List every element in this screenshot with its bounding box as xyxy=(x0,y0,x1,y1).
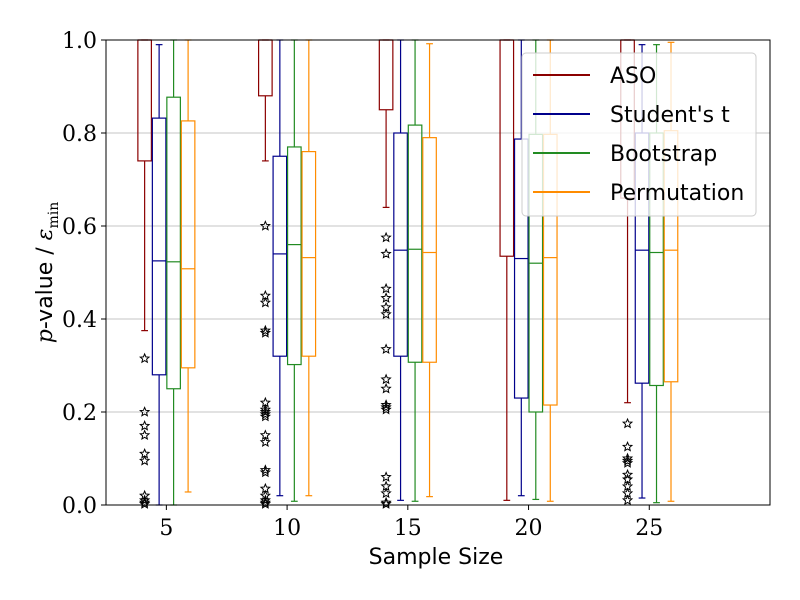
box-plot xyxy=(286,39,302,502)
outlier-point xyxy=(380,403,392,415)
outlier-point xyxy=(259,464,271,475)
box-plot xyxy=(513,39,529,497)
outlier-point xyxy=(380,382,392,394)
y-axis-label-subscript: min xyxy=(46,202,62,229)
y-tick-label: 0.2 xyxy=(62,401,97,426)
x-tick-label: 20 xyxy=(515,516,543,541)
outlier-point xyxy=(380,399,392,410)
outlier-point xyxy=(259,296,271,308)
outlier-point xyxy=(139,454,151,466)
outlier-point xyxy=(621,417,634,429)
outlier-point xyxy=(380,282,392,294)
y-axis-label-p: p xyxy=(33,329,58,343)
outlier-point xyxy=(380,292,392,303)
box xyxy=(301,151,317,357)
outlier-point xyxy=(380,247,392,259)
box xyxy=(286,146,302,366)
outlier-point xyxy=(621,452,634,464)
outlier-point xyxy=(259,327,271,338)
box xyxy=(151,117,167,376)
x-axis-label: Sample Size xyxy=(369,545,504,570)
y-axis-ticks: 0.0 0.2 0.4 0.6 0.8 1.0 xyxy=(62,29,106,519)
outlier-point xyxy=(259,436,271,448)
outlier-point xyxy=(380,373,392,385)
box-plot xyxy=(407,39,423,502)
box xyxy=(393,132,408,357)
outlier-point xyxy=(380,487,392,499)
y-tick-label: 0.0 xyxy=(62,494,97,519)
outlier-point xyxy=(621,454,634,466)
outlier-point xyxy=(259,324,271,336)
outlier-point xyxy=(621,494,634,506)
outlier-point xyxy=(380,308,392,320)
box-plot xyxy=(378,39,394,509)
box xyxy=(166,96,181,390)
outlier-point xyxy=(380,471,392,482)
series-1 xyxy=(151,39,650,506)
box-plot xyxy=(422,43,437,498)
x-tick-label: 10 xyxy=(273,516,301,541)
box-plot xyxy=(272,39,288,497)
x-tick-label: 25 xyxy=(635,516,663,541)
y-axis-label-text: -value / xyxy=(33,240,58,329)
outlier-point xyxy=(380,231,392,243)
outlier-point xyxy=(139,406,151,417)
outlier-point xyxy=(259,408,271,420)
box-plot xyxy=(301,39,317,497)
legend-label: Permutation xyxy=(610,181,744,206)
outlier-point xyxy=(621,440,634,452)
x-tick-label: 15 xyxy=(394,516,422,541)
box xyxy=(422,137,437,363)
x-axis-ticks: 5 10 15 20 25 xyxy=(159,505,663,541)
plot-frame xyxy=(105,39,771,506)
legend-label: Bootstrap xyxy=(610,142,717,167)
y-tick-label: 0.6 xyxy=(62,215,97,240)
outlier-point xyxy=(139,494,151,506)
y-tick-label: 0.4 xyxy=(62,308,97,333)
box xyxy=(513,138,529,399)
legend-frame xyxy=(521,52,757,217)
outlier-point xyxy=(139,420,151,431)
box-plot xyxy=(180,39,196,493)
legend-label: Student's t xyxy=(610,103,730,128)
y-tick-label: 1.0 xyxy=(62,29,97,54)
legend-label: ASO xyxy=(610,64,656,89)
outlier-point xyxy=(139,498,151,509)
outlier-point xyxy=(259,406,271,417)
box xyxy=(180,120,196,369)
outlier-point xyxy=(139,352,151,364)
y-axis-label-epsilon: ε xyxy=(33,229,58,241)
outlier-point xyxy=(259,494,271,506)
outlier-point xyxy=(380,343,392,355)
outlier-point xyxy=(259,498,271,509)
outlier-point xyxy=(380,498,392,509)
box-plot xyxy=(393,39,408,501)
box-plot xyxy=(151,44,167,506)
outlier-point xyxy=(380,401,392,413)
x-tick-label: 5 xyxy=(159,516,173,541)
y-axis-label: p-value / εmin xyxy=(33,202,62,344)
box xyxy=(272,155,288,357)
outlier-point xyxy=(621,468,634,480)
outlier-point xyxy=(259,410,271,422)
outlier-point xyxy=(139,429,151,441)
outlier-point xyxy=(259,220,271,231)
outlier-point xyxy=(621,457,634,468)
legend: ASO Student's t Bootstrap Permutation xyxy=(521,52,757,217)
y-tick-label: 0.8 xyxy=(62,122,97,147)
outlier-point xyxy=(259,466,271,478)
box xyxy=(407,124,423,363)
box-plot xyxy=(166,39,181,506)
